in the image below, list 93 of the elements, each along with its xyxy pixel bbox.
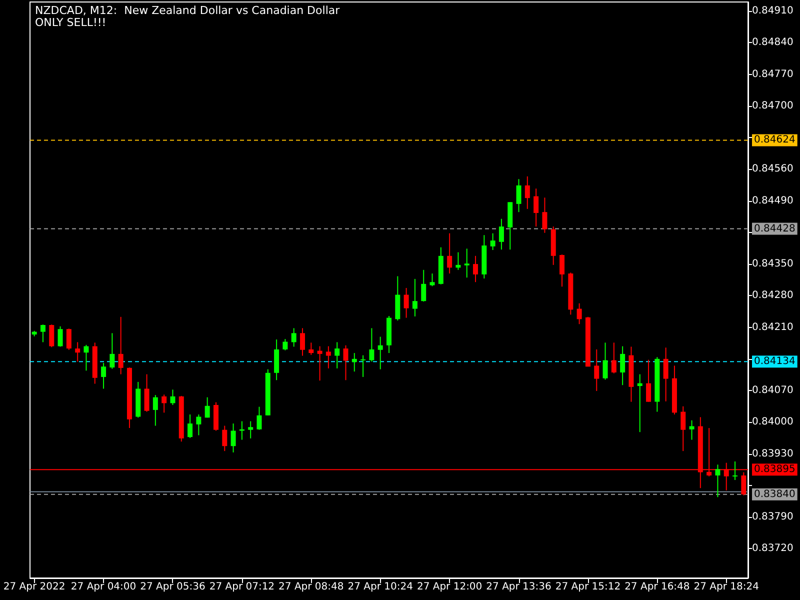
y-tick-label: 0.83930 <box>752 448 794 460</box>
candlestick <box>334 342 340 369</box>
candlestick <box>542 197 548 234</box>
candlestick <box>343 344 348 381</box>
candlestick <box>188 414 193 438</box>
y-tick-label: 0.84350 <box>752 258 794 270</box>
y-tick-label: 0.84910 <box>752 6 794 17</box>
y-tick-label: 0.84840 <box>752 37 794 48</box>
candlestick <box>663 347 668 402</box>
candlestick <box>620 346 626 386</box>
candlestick <box>516 178 522 213</box>
candlestick <box>464 248 470 278</box>
ref-line-label: 0.83895 <box>754 464 796 476</box>
candlestick <box>430 273 435 287</box>
candlestick <box>101 362 106 390</box>
y-tick-label: 0.84210 <box>752 322 794 333</box>
candlestick <box>421 269 426 302</box>
x-tick-label: 27 Apr 08:48 <box>278 582 344 592</box>
candlestick <box>308 342 314 356</box>
candlestick <box>204 396 210 418</box>
candlestick <box>594 348 600 392</box>
candlestick <box>40 324 46 343</box>
x-tick-label: 27 Apr 13:36 <box>486 582 552 592</box>
candlestick <box>118 316 124 375</box>
candlestick <box>326 346 331 369</box>
candlestick <box>680 406 686 452</box>
candlestick <box>447 232 452 274</box>
x-tick-label: 27 Apr 05:36 <box>140 582 206 592</box>
candlestick <box>300 328 305 356</box>
ref-line-label: 0.84624 <box>754 134 796 146</box>
candlestick <box>196 414 202 436</box>
ref-line-label: 0.84428 <box>754 223 796 234</box>
candlestick <box>170 389 176 406</box>
candlestick <box>498 218 504 250</box>
candlestick <box>534 188 539 228</box>
candlestick <box>602 342 608 380</box>
candlestick <box>291 328 296 348</box>
candlestick <box>473 255 478 283</box>
candlestick <box>611 342 616 374</box>
candlestick <box>58 326 63 348</box>
ref-line-label: 0.84134 <box>754 356 796 368</box>
y-tick-label: 0.84070 <box>752 385 794 396</box>
candlestick <box>560 254 565 288</box>
x-tick-label: 27 Apr 15:12 <box>555 582 621 592</box>
candlestick <box>352 352 357 372</box>
candlestick <box>162 394 167 414</box>
candlestick <box>360 354 366 378</box>
y-tick-label: 0.84000 <box>752 416 794 428</box>
candlestick <box>256 406 262 430</box>
candlestick <box>490 232 496 251</box>
y-tick-label: 0.84280 <box>752 290 794 302</box>
x-tick-label: 27 Apr 2022 <box>3 582 66 592</box>
candlestick <box>369 328 374 362</box>
candlestick <box>144 374 150 412</box>
text: ONLY SELL!!! <box>35 16 106 29</box>
candlestick <box>66 328 72 350</box>
candlestick <box>524 176 530 210</box>
chart-title: NZDCAD, M12: New Zealand Dollar vs Canadian Dollar <box>35 4 340 17</box>
candlestick <box>637 374 642 433</box>
y-tick-label: 0.83720 <box>752 543 794 554</box>
x-tick-label: 27 Apr 07:12 <box>209 582 275 592</box>
candlestick <box>404 287 409 318</box>
candlestick <box>456 252 461 270</box>
candlestick <box>646 359 652 402</box>
candlestick <box>274 338 280 381</box>
x-tick-label: 27 Apr 18:24 <box>694 582 759 592</box>
candlestick <box>732 460 738 480</box>
x-tick-label: 27 Apr 16:48 <box>624 582 690 592</box>
ref-line-label: 0.83840 <box>754 488 796 500</box>
candlestick <box>741 472 746 496</box>
y-tick-label: 0.84770 <box>752 68 794 80</box>
candlestick <box>715 464 720 498</box>
candlestick <box>282 338 288 351</box>
candlestick <box>248 420 254 439</box>
y-tick-label: 0.84490 <box>752 195 794 206</box>
x-tick-label: 27 Apr 10:24 <box>348 582 413 592</box>
x-tick-label: 27 Apr 04:00 <box>70 582 136 592</box>
candlestick <box>317 346 322 382</box>
candlestick <box>412 278 418 317</box>
y-tick-label: 0.84560 <box>752 164 794 175</box>
candlestick <box>152 394 158 426</box>
y-tick-label: 0.84700 <box>752 100 794 112</box>
candlestick <box>84 344 89 372</box>
candlestick <box>222 425 228 452</box>
candlestick <box>110 332 115 370</box>
candlestick <box>49 324 54 348</box>
candlestick <box>75 342 80 362</box>
candlestick <box>576 302 582 325</box>
y-tick-label: 0.83790 <box>752 512 794 523</box>
candlestick <box>230 422 236 453</box>
candlestick <box>689 420 694 440</box>
candlestick <box>378 336 383 370</box>
x-tick-label: 27 Apr 12:00 <box>416 582 482 592</box>
